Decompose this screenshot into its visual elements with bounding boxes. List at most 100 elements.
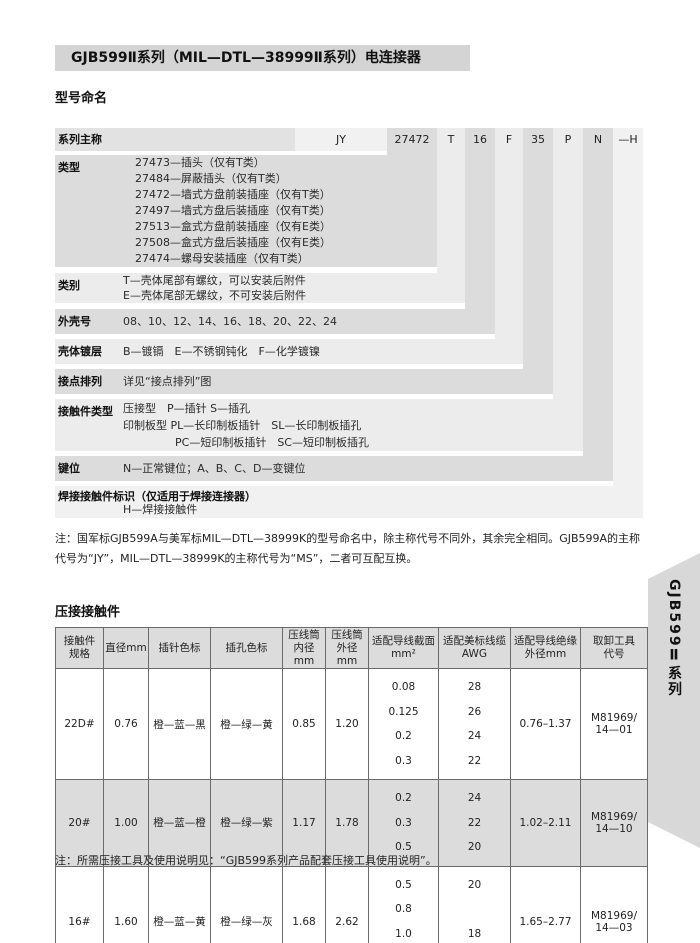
wire-mm2-line: 0.2 [395, 730, 412, 742]
cell-socket-color: 橙—绿—灰 [210, 865, 283, 943]
wire-mm2-line: 0.3 [395, 816, 412, 829]
wire-awg-line [440, 903, 509, 916]
section-label: 焊接接触件标识（仅适用于焊接连接器） [58, 490, 256, 503]
col-header-wire-mm2: 适配导线截面 mm² [368, 627, 439, 669]
section-row-class: 类别 T—壳体尾部有螺纹，可以安装后附件 E—壳体尾部无螺纹，不可安装后附件 [55, 273, 465, 303]
section-row-shell-size: 外壳号 08、10、12、14、16、18、20、22、24 [55, 309, 495, 334]
section-row-plating: 壳体镀层 B—镀镉 E—不锈钢钝化 F—化学镀镍 [55, 339, 523, 364]
wire-awg-line: 28 [467, 681, 482, 693]
code-band-jy: JY [295, 128, 387, 151]
wire-awg-line: 20 [467, 878, 482, 891]
wire-awg-line: 24 [467, 730, 482, 742]
cell-insulation-od: 0.76–1.37 [510, 668, 581, 780]
section-line: B—镀镉 E—不锈钢钝化 F—化学镀镍 [123, 345, 320, 358]
cell-tool: M81969/ 14—10 [580, 779, 648, 867]
section-line: N—正常键位；A、B、C、D—变键位 [123, 462, 306, 475]
section-line: 27497—墙式方盘后装插座（仅有T类） [135, 204, 331, 217]
cell-tool: M81969/ 14—03 [580, 865, 648, 943]
code-27472: 27472 [394, 133, 430, 146]
section-label: 类别 [58, 279, 80, 292]
wire-mm2-line: 1.0 [395, 927, 412, 940]
code-band-27472: 27472 [387, 128, 437, 267]
code-35: 35 [531, 133, 545, 146]
cell-barrel-od: 1.78 [325, 779, 369, 867]
naming-note: 注：国军标GJB599A与美军标MIL—DTL—38999K的型号命名中，除主称… [55, 532, 641, 565]
crimp-note: 注：所需压接工具及使用说明见：“GJB599系列产品配套压接工具使用说明”。 [55, 854, 437, 867]
section-label: 接点排列 [58, 375, 102, 388]
section-label: 系列主称 [58, 133, 102, 146]
wire-mm2-line: 0.3 [395, 754, 412, 767]
code-h: —H [618, 133, 638, 146]
table-row-22d: 22D# 0.76 橙—蓝—黑 橙—绿—黄 0.85 1.20 0.08 0.1… [55, 668, 648, 780]
section-line: 27472—墙式方盘前装插座（仅有T类） [135, 188, 331, 201]
cell-insulation-od: 1.02–2.11 [510, 779, 581, 867]
col-header-diameter: 直径mm [103, 627, 149, 669]
crimp-contacts-table: 接触件 规格 直径mm 插针色标 插孔色标 压线筒 内径mm 压线筒 外径mm … [55, 627, 648, 943]
cell-wire-awg: 20 18 16 [438, 865, 511, 943]
code-16: 16 [473, 133, 487, 146]
section-label: 类型 [58, 161, 80, 174]
cell-barrel-od: 2.62 [325, 865, 369, 943]
cell-pin-color: 橙—蓝—黄 [148, 865, 211, 943]
wire-mm2-line: 0.8 [395, 903, 412, 915]
wire-mm2-line: 0.2 [395, 792, 412, 804]
cell-wire-awg: 28 26 24 22 [438, 668, 511, 780]
section-label: 外壳号 [58, 315, 91, 328]
table-row-16: 16# 1.60 橙—蓝—黄 橙—绿—灰 1.68 2.62 0.5 0.8 1… [55, 865, 648, 943]
cell-diameter: 0.76 [103, 668, 149, 780]
cell-diameter: 1.00 [103, 779, 149, 867]
col-header-spec: 接触件 规格 [55, 627, 104, 669]
section-line: E—壳体尾部无螺纹，不可安装后附件 [123, 288, 306, 302]
col-header-socket-color: 插孔色标 [210, 627, 283, 669]
section-label: 接触件类型 [58, 405, 113, 418]
crimp-heading: 压接接触件 [55, 605, 121, 620]
section-label: 壳体镀层 [58, 345, 102, 358]
cell-pin-color: 橙—蓝—橙 [148, 779, 211, 867]
section-line: T—壳体尾部有螺纹，可以安装后附件 [123, 274, 306, 287]
cell-barrel-od: 1.20 [325, 668, 369, 780]
section-row-arrangement: 接点排列 详见“接点排列”图 [55, 369, 553, 394]
code-band-f: F [495, 128, 523, 364]
cell-insulation-od: 1.65–2.77 [510, 865, 581, 943]
col-header-tool: 取卸工具 代号 [580, 627, 648, 669]
cell-tool: M81969/ 14—01 [580, 668, 648, 780]
wire-mm2-line: 0.5 [395, 841, 412, 853]
wire-mm2-line: 0.08 [391, 681, 416, 693]
section-line: 压接型 P—插针 S—插孔 [123, 402, 251, 415]
code-band-35: 35 [523, 128, 553, 394]
section-line: 08、10、12、14、16、18、20、22、24 [123, 315, 337, 328]
cell-wire-mm2: 0.08 0.125 0.2 0.3 [368, 668, 439, 780]
cell-diameter: 1.60 [103, 865, 149, 943]
section-line: 27484—屏蔽插头（仅有T类） [135, 172, 287, 185]
col-header-wire-awg: 适配美标线缆 AWG [438, 627, 511, 669]
cell-spec: 20# [55, 779, 104, 867]
section-line: 27473—插头（仅有T类） [135, 156, 265, 169]
section-line: PC—短印制板插针 SC—短印制板插孔 [175, 436, 369, 449]
col-header-insulation-od: 适配导线绝缘 外径mm [510, 627, 581, 669]
cell-barrel-id: 1.17 [282, 779, 326, 867]
section-row-keying: 键位 N—正常键位；A、B、C、D—变键位 [55, 456, 613, 481]
section-row-contact-type: 接触件类型 压接型 P—插针 S—插孔 印制板型 PL—长印制板插针 SL—长印… [55, 399, 583, 451]
section-row-series: 系列主称 [55, 128, 295, 151]
col-header-barrel-od: 压线筒 外径mm [325, 627, 369, 669]
cell-socket-color: 橙—绿—黄 [210, 668, 283, 780]
cell-wire-awg: 24 22 20 [438, 779, 511, 867]
table-header-row: 接触件 规格 直径mm 插针色标 插孔色标 压线筒 内径mm 压线筒 外径mm … [55, 627, 648, 669]
col-header-pin-color: 插针色标 [148, 627, 211, 669]
code-band-n: N [583, 128, 613, 481]
cell-spec: 16# [55, 865, 104, 943]
cell-barrel-id: 0.85 [282, 668, 326, 780]
code-f: F [505, 133, 513, 146]
code-jy: JY [336, 133, 346, 146]
wire-awg-line: 18 [467, 927, 482, 940]
wire-mm2-line: 0.125 [388, 705, 419, 718]
section-line: 详见“接点排列”图 [123, 375, 212, 388]
code-band-16: 16 [465, 128, 495, 334]
wire-mm2-line: 0.5 [395, 878, 412, 891]
cell-pin-color: 橙—蓝—黑 [148, 668, 211, 780]
section-label: 键位 [58, 462, 80, 475]
code-t: T [447, 133, 455, 146]
side-tab-label: GJB599Ⅱ系列 [666, 579, 682, 698]
model-naming-heading: 型号命名 [55, 91, 108, 106]
